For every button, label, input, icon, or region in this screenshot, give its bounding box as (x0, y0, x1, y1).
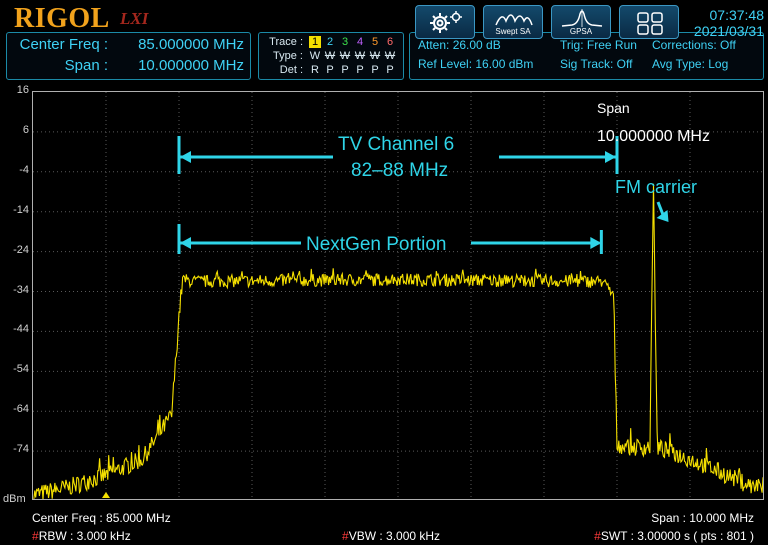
type-6[interactable]: W (384, 50, 396, 62)
channel-label: TV Channel 6 (338, 134, 455, 155)
y-tick-label: -4 (19, 163, 29, 176)
nextgen-label: NextGen Portion (306, 234, 447, 255)
ref-level-readout: Ref Level: 16.00 dBm (418, 57, 534, 71)
channel-left-arrowhead (180, 151, 191, 163)
footer-swt[interactable]: #SWT : 3.00000 s ( pts : 801 ) (594, 529, 754, 543)
footer-rbw[interactable]: #RBW : 3.000 kHz (32, 529, 131, 543)
number-2[interactable]: 2 (326, 36, 334, 48)
clock-date: 2021/03/31 (693, 23, 764, 39)
y-tick-label: -44 (13, 323, 29, 336)
swept-spectrum-icon (495, 14, 533, 26)
det-1[interactable]: R (311, 64, 319, 76)
trace-1-line (33, 183, 763, 499)
y-unit-label: dBm (3, 493, 26, 505)
spectrum-plot[interactable]: TV Channel 6 82–88 MHz NextGen Portion S… (32, 91, 764, 500)
footer-vbw[interactable]: #VBW : 3.000 kHz (342, 529, 441, 543)
y-tick-label: 16 (16, 84, 29, 96)
y-tick-label: 6 (22, 123, 29, 136)
det-2[interactable]: P (326, 64, 334, 76)
sig-track-readout: Sig Track: Off (560, 57, 633, 71)
number-4[interactable]: 4 (356, 36, 364, 48)
footer-center-freq: Center Freq : 85.000 MHz (32, 511, 171, 525)
footer-span: Span : 10.000 MHz (651, 511, 754, 525)
span-value[interactable]: 10.000000 MHz (138, 57, 244, 74)
center-freq-label: Center Freq : (19, 36, 108, 53)
number-6[interactable]: 6 (386, 36, 394, 48)
span-row[interactable]: Span : 10.000000 MHz (7, 57, 252, 77)
clock: 07:37:48 2021/03/31 (688, 7, 764, 39)
det-label: Det : (279, 64, 303, 76)
grid-layout-icon (637, 12, 663, 35)
channel-range-label: 82–88 MHz (351, 160, 449, 181)
frequency-config-panel[interactable]: Center Freq : 85.000000 MHz Span : 10.00… (6, 32, 251, 80)
annotation-arrows (177, 136, 669, 254)
lxi-logo: LXI (120, 9, 149, 28)
y-tick-label: -54 (13, 363, 29, 376)
channel-right-arrowhead (605, 151, 616, 163)
det-4[interactable]: P (356, 64, 364, 76)
number-1[interactable]: 1 (309, 36, 321, 48)
span-label: Span : (64, 57, 108, 74)
number-5[interactable]: 5 (371, 36, 379, 48)
center-freq-value[interactable]: 85.000000 MHz (138, 36, 244, 53)
type-label: Type : (273, 50, 303, 62)
type-3[interactable]: W (339, 50, 351, 62)
rbw-value: RBW : 3.000 kHz (38, 529, 131, 543)
rigol-logo: RIGOL (14, 3, 110, 34)
fm-carrier-label: FM carrier (615, 177, 697, 197)
det-5[interactable]: P (371, 64, 379, 76)
y-tick-label: -34 (13, 283, 29, 296)
trace-label: Trace : (269, 36, 303, 48)
gpsa-button[interactable]: GPSA (551, 5, 611, 39)
gpsa-label: GPSA (569, 27, 593, 36)
type-5[interactable]: W (369, 50, 381, 62)
vbw-value: VBW : 3.000 kHz (348, 529, 441, 543)
marker-triangle (102, 492, 110, 498)
nextgen-right-arrowhead (590, 237, 602, 249)
swept-sa-button[interactable]: Swept SA (483, 5, 543, 39)
y-tick-label: -24 (13, 243, 29, 256)
type-1[interactable]: W (309, 50, 321, 62)
header-bar: RIGOL LXI Center Freq : 85.000000 MHz Sp… (0, 0, 768, 86)
nextgen-left-arrowhead (180, 237, 191, 249)
settings-panel[interactable]: Atten: 26.00 dB Ref Level: 16.00 dBm Tri… (409, 32, 764, 80)
fm-carrier-arrowhead (656, 210, 669, 222)
avg-type-readout: Avg Type: Log (652, 57, 729, 71)
det-3[interactable]: P (341, 64, 349, 76)
plot-grid (33, 92, 763, 499)
y-tick-label: -14 (13, 203, 29, 216)
y-tick-label: -74 (13, 443, 29, 456)
swt-value: SWT : 3.00000 s ( pts : 801 ) (600, 529, 754, 543)
clock-time: 07:37:48 (709, 7, 765, 23)
corrections-readout: Corrections: Off (652, 38, 736, 52)
center-freq-row[interactable]: Center Freq : 85.000000 MHz (7, 36, 252, 56)
trig-readout: Trig: Free Run (560, 38, 637, 52)
y-tick-label: -64 (13, 403, 29, 416)
settings-button[interactable] (415, 5, 475, 39)
type-2[interactable]: W (324, 50, 336, 62)
gpsa-spectrum-icon (561, 9, 603, 27)
det-6[interactable]: P (386, 64, 394, 76)
span-annotation-value: 10.000000 MHz (597, 128, 710, 145)
span-annotation-label: Span (597, 100, 630, 116)
gear-icon (430, 11, 462, 33)
type-4[interactable]: W (354, 50, 366, 62)
number-3[interactable]: 3 (341, 36, 349, 48)
spectrum-svg (33, 92, 763, 499)
layout-button[interactable] (619, 5, 679, 39)
atten-readout: Atten: 26.00 dB (418, 38, 501, 52)
swept-sa-label: Swept SA (495, 27, 531, 36)
